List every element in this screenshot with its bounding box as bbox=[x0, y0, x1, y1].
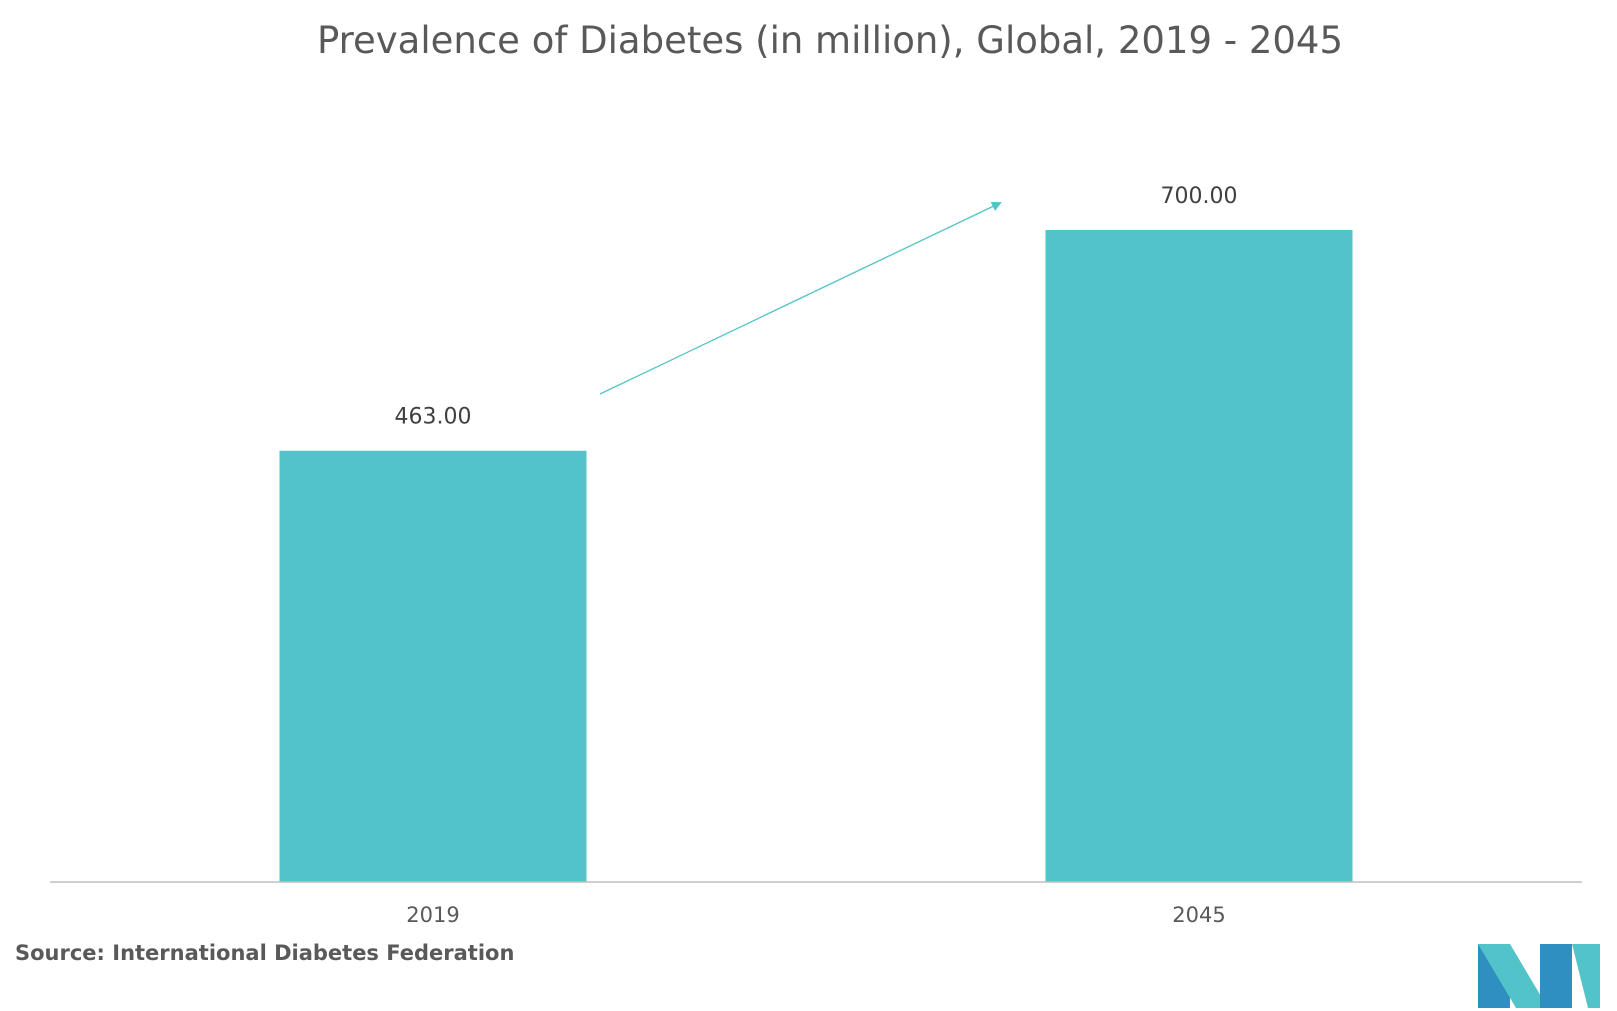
tick-labels-group: 2019 2045 bbox=[406, 903, 1225, 927]
value-labels-group: 463.00 700.00 bbox=[395, 184, 1238, 430]
x-tick-label-2045: 2045 bbox=[1172, 903, 1225, 927]
value-label-2045: 700.00 bbox=[1161, 184, 1238, 209]
source-note: Source: International Diabetes Federatio… bbox=[15, 941, 514, 965]
bar-2045 bbox=[1045, 230, 1353, 882]
bars-group bbox=[279, 230, 1353, 882]
bar-2019 bbox=[279, 450, 587, 882]
value-label-2019: 463.00 bbox=[395, 405, 472, 430]
trend-arrow-icon bbox=[599, 201, 1002, 395]
chart-title: Prevalence of Diabetes (in million), Glo… bbox=[317, 19, 1343, 62]
x-tick-label-2019: 2019 bbox=[406, 903, 459, 927]
mordor-logo-icon bbox=[1478, 944, 1600, 1008]
